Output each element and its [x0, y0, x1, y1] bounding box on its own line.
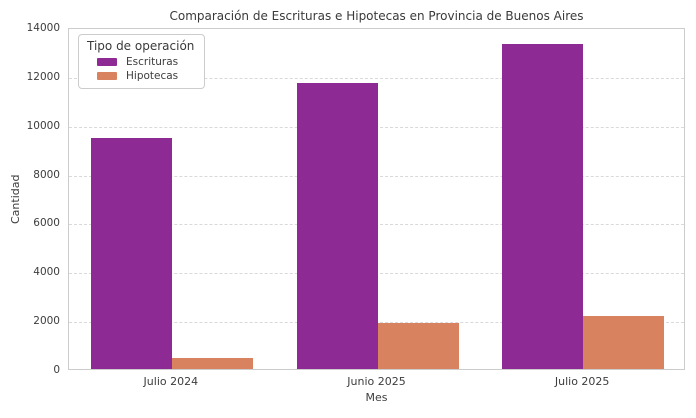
x-tick-label-julio-2025: Julio 2025	[554, 375, 610, 388]
y-tick-label-2000: 2000	[33, 315, 60, 328]
bar-escrituras-julio-2024	[90, 138, 172, 369]
bar-hipotecas-julio-2024	[171, 358, 253, 369]
legend-swatch-hipotecas-icon	[97, 72, 117, 80]
y-tick-label-6000: 6000	[33, 217, 60, 230]
legend-item-hipotecas: Hipotecas	[97, 70, 194, 82]
legend-items: Escrituras Hipotecas	[87, 56, 194, 82]
y-tick-label-14000: 14000	[26, 22, 60, 34]
bar-escrituras-julio-2025	[502, 44, 584, 369]
bar-escrituras-junio-2025	[296, 83, 378, 369]
chart-title: Comparación de Escrituras e Hipotecas en…	[169, 9, 584, 23]
bar-hipotecas-junio-2025	[377, 322, 459, 369]
y-tick-label-12000: 12000	[26, 70, 60, 83]
legend-label-hipotecas: Hipotecas	[126, 70, 179, 82]
y-tick-label-8000: 8000	[33, 168, 60, 181]
x-tick-label-junio-2025: Junio 2025	[347, 375, 406, 388]
legend-title: Tipo de operación	[87, 39, 195, 53]
legend-swatch-escrituras-icon	[97, 58, 117, 66]
y-tick-label-10000: 10000	[26, 119, 60, 132]
legend: Tipo de operación Escrituras Hipotecas	[78, 34, 206, 89]
legend-item-escrituras: Escrituras	[97, 56, 194, 68]
x-axis-label: Mes	[365, 391, 388, 404]
gridline-12000	[69, 77, 684, 79]
y-tick-label-0: 0	[53, 364, 60, 376]
plot-area: Tipo de operación Escrituras Hipotecas	[68, 28, 685, 370]
y-tick-label-4000: 4000	[33, 266, 60, 279]
bar-hipotecas-julio-2025	[583, 316, 665, 369]
x-tick-label-julio-2024: Julio 2024	[143, 375, 199, 388]
legend-label-escrituras: Escrituras	[126, 56, 179, 68]
